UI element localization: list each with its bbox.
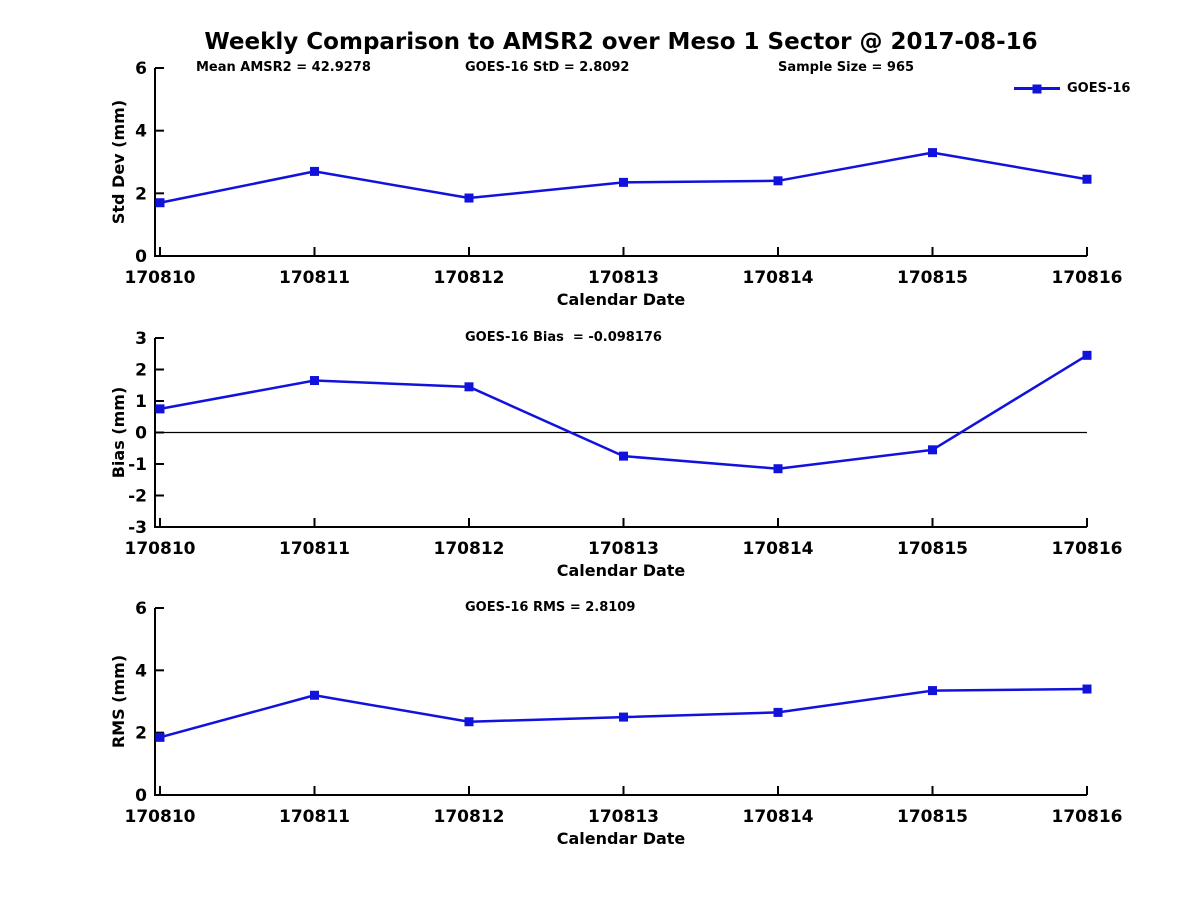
x-tick-label: 170814 — [743, 268, 814, 288]
y-tick-label: -3 — [128, 518, 147, 538]
data-point-marker — [155, 404, 165, 414]
x-tick-label: 170810 — [125, 539, 196, 559]
y-tick-label: 1 — [135, 392, 147, 412]
x-tick-label: 170810 — [125, 268, 196, 288]
data-point-marker — [773, 464, 783, 474]
y-axis-title: RMS (mm) — [109, 655, 128, 748]
data-point-marker — [310, 376, 319, 386]
x-axis-title: Calendar Date — [557, 829, 686, 848]
y-tick-label: -2 — [128, 487, 147, 507]
x-tick-label: 170816 — [1052, 807, 1123, 827]
x-tick-label: 170814 — [743, 539, 814, 559]
x-tick-label: 170812 — [434, 539, 505, 559]
data-point-marker — [773, 176, 783, 186]
y-tick-label: 6 — [135, 59, 147, 79]
legend-label: GOES-16 — [1067, 81, 1131, 96]
data-point-marker — [1082, 684, 1092, 694]
data-point-marker — [928, 686, 937, 696]
y-tick-label: 6 — [135, 599, 147, 619]
legend-line-sample — [1014, 84, 1060, 93]
data-point-marker — [619, 712, 628, 722]
y-tick-label: 2 — [135, 184, 147, 204]
y-axis-title: Bias (mm) — [109, 387, 128, 479]
y-tick-label: 4 — [135, 661, 147, 681]
x-tick-label: 170816 — [1052, 268, 1123, 288]
legend: GOES-16 — [1014, 81, 1130, 96]
y-tick-label: 0 — [135, 247, 147, 267]
x-tick-label: 170813 — [588, 268, 659, 288]
legend-square-marker-icon — [1032, 84, 1042, 93]
data-point-marker — [619, 451, 628, 461]
data-point-marker — [310, 166, 319, 176]
data-point-marker — [1082, 350, 1092, 360]
data-point-marker — [619, 177, 628, 187]
data-point-marker — [310, 690, 319, 700]
y-tick-label: 2 — [135, 361, 147, 381]
x-tick-label: 170811 — [279, 268, 350, 288]
y-tick-label: -1 — [128, 455, 147, 475]
data-line — [159, 687, 1088, 739]
data-point-marker — [155, 198, 165, 208]
x-tick-label: 170813 — [588, 539, 659, 559]
figure-title: Weekly Comparison to AMSR2 over Meso 1 S… — [204, 29, 1038, 55]
data-line — [159, 354, 1088, 470]
annotation-goes-std: GOES-16 StD = 2.8092 — [465, 60, 630, 75]
x-tick-label: 170815 — [897, 268, 968, 288]
annotation-sample-size: Sample Size = 965 — [778, 60, 915, 75]
subplot-title-rms: GOES-16 RMS = 2.8109 — [465, 600, 636, 615]
subplot-title-bias: GOES-16 Bias = -0.098176 — [465, 330, 662, 345]
x-axis-title: Calendar Date — [557, 561, 686, 580]
data-point-marker — [464, 382, 474, 392]
x-tick-label: 170812 — [434, 268, 505, 288]
data-point-marker — [464, 717, 474, 727]
data-point-marker — [773, 707, 783, 717]
annotation-mean-amsr2: Mean AMSR2 = 42.9278 — [196, 60, 371, 75]
data-line — [159, 151, 1088, 204]
data-point-marker — [1082, 174, 1092, 184]
data-point-marker — [155, 732, 165, 742]
x-tick-label: 170812 — [434, 807, 505, 827]
x-tick-label: 170813 — [588, 807, 659, 827]
data-point-marker — [464, 193, 474, 203]
x-tick-label: 170815 — [897, 539, 968, 559]
x-tick-label: 170810 — [125, 807, 196, 827]
x-tick-label: 170811 — [279, 539, 350, 559]
y-tick-label: 3 — [135, 329, 147, 349]
y-tick-label: 0 — [135, 786, 147, 806]
x-tick-label: 170811 — [279, 807, 350, 827]
x-tick-label: 170815 — [897, 807, 968, 827]
y-axis-title: Std Dev (mm) — [109, 100, 128, 224]
x-tick-label: 170816 — [1052, 539, 1123, 559]
x-tick-label: 170814 — [743, 807, 814, 827]
data-point-marker — [928, 445, 937, 455]
y-tick-label: 2 — [135, 724, 147, 744]
data-point-marker — [928, 148, 937, 158]
x-axis-title: Calendar Date — [557, 290, 686, 309]
y-tick-label: 0 — [135, 424, 147, 444]
y-tick-label: 4 — [135, 122, 147, 142]
